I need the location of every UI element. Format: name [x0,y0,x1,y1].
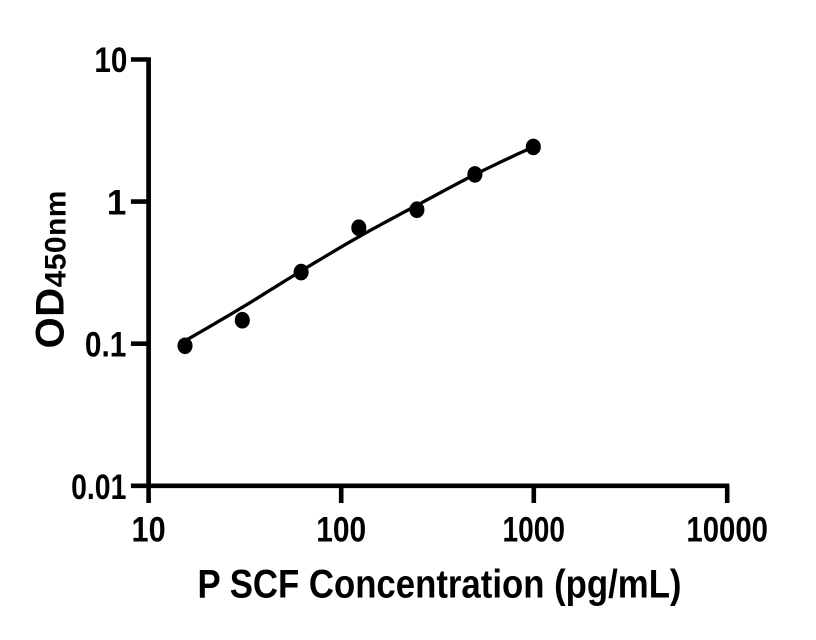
svg-text:1000: 1000 [503,510,566,549]
svg-text:10: 10 [94,41,127,80]
svg-text:0.01: 0.01 [71,468,126,507]
svg-text:10000: 10000 [686,510,768,549]
svg-text:10: 10 [132,510,166,549]
svg-text:OD450nm: OD450nm [29,190,73,348]
svg-text:100: 100 [316,510,366,549]
svg-text:P SCF Concentration (pg/mL): P SCF Concentration (pg/mL) [198,563,682,607]
svg-text:1: 1 [107,183,126,222]
svg-text:0.1: 0.1 [85,326,127,365]
